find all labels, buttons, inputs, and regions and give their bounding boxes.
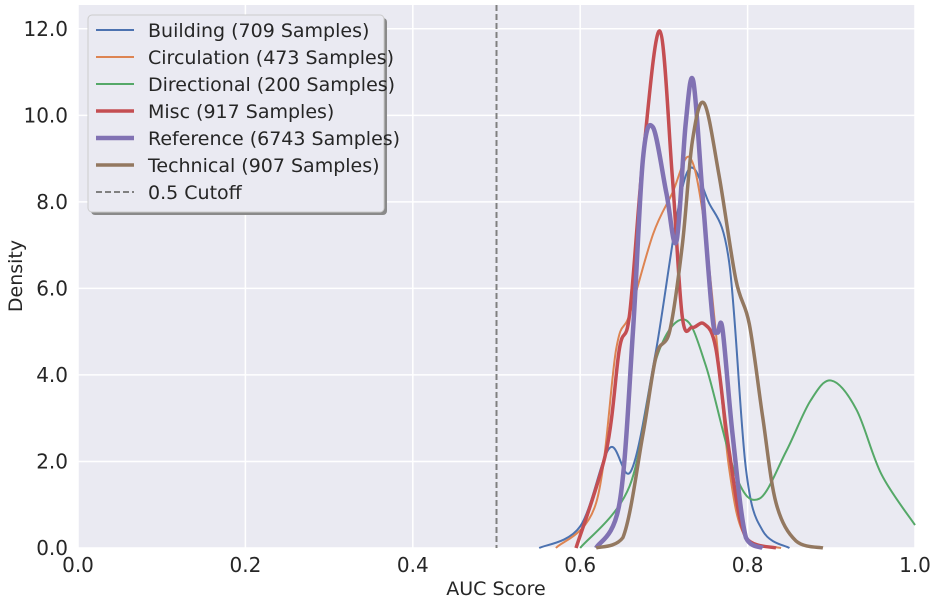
series-line-misc	[574, 29, 777, 550]
legend-label-misc: Misc (917 Samples)	[148, 101, 334, 123]
legend-label-building: Building (709 Samples)	[148, 20, 369, 42]
series-line-reference	[594, 76, 764, 551]
x-tick-label: 0.0	[62, 553, 94, 577]
series-line-technical	[595, 100, 824, 550]
legend-label-circulation: Circulation (473 Samples)	[148, 47, 394, 69]
legend: Building (709 Samples) Circulation (473 S…	[87, 14, 400, 215]
y-tick-label: 0.0	[36, 536, 68, 560]
y-tick-label: 12.0	[23, 17, 68, 41]
legend-label-technical: Technical (907 Samples)	[147, 155, 380, 177]
y-tick-label: 8.0	[36, 190, 68, 214]
y-tick-labels: 0.0 2.0 4.0 6.0 8.0 10.0 12.0	[23, 17, 68, 560]
y-axis-label: Density	[5, 240, 27, 312]
series-lines	[538, 29, 916, 551]
x-axis-label: AUC Score	[446, 578, 545, 600]
x-tick-label: 0.6	[564, 553, 596, 577]
y-tick-label: 10.0	[23, 103, 68, 127]
y-tick-label: 4.0	[36, 363, 68, 387]
x-tick-label: 1.0	[899, 553, 931, 577]
legend-label-reference: Reference (6743 Samples)	[148, 128, 400, 150]
x-tick-label: 0.4	[397, 553, 429, 577]
legend-label-cutoff: 0.5 Cutoff	[148, 182, 243, 204]
y-tick-label: 6.0	[36, 276, 68, 300]
legend-label-directional: Directional (200 Samples)	[148, 74, 395, 96]
x-tick-label: 0.2	[229, 553, 261, 577]
y-tick-label: 2.0	[36, 449, 68, 473]
legend-box	[87, 14, 385, 213]
x-tick-label: 0.8	[732, 553, 764, 577]
x-tick-labels: 0.0 0.2 0.4 0.6 0.8 1.0	[62, 553, 931, 577]
